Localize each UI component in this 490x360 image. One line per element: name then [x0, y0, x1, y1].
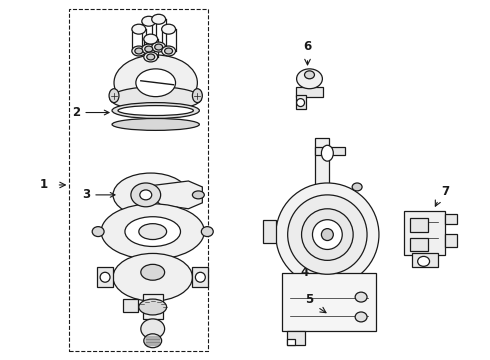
- Text: 3: 3: [82, 188, 115, 201]
- Ellipse shape: [142, 44, 156, 54]
- Ellipse shape: [141, 319, 165, 339]
- Bar: [295, 95, 306, 109]
- Bar: [193, 267, 208, 287]
- Text: 4: 4: [300, 256, 309, 279]
- Ellipse shape: [139, 299, 167, 315]
- Ellipse shape: [112, 118, 199, 130]
- Bar: [445, 214, 457, 224]
- Ellipse shape: [193, 191, 204, 199]
- Ellipse shape: [131, 183, 161, 207]
- Bar: [316, 138, 329, 193]
- Polygon shape: [263, 220, 276, 243]
- Ellipse shape: [276, 183, 379, 286]
- Ellipse shape: [147, 54, 155, 60]
- Ellipse shape: [142, 16, 156, 26]
- Bar: [282, 273, 376, 331]
- Ellipse shape: [155, 44, 163, 50]
- Ellipse shape: [125, 217, 180, 247]
- Ellipse shape: [118, 105, 194, 116]
- Ellipse shape: [321, 229, 333, 240]
- Ellipse shape: [101, 204, 204, 260]
- Ellipse shape: [113, 173, 189, 217]
- Ellipse shape: [296, 69, 322, 89]
- Ellipse shape: [114, 55, 197, 111]
- Text: 7: 7: [441, 185, 449, 198]
- Ellipse shape: [417, 256, 430, 266]
- Ellipse shape: [355, 312, 367, 322]
- Bar: [412, 253, 438, 267]
- Ellipse shape: [144, 52, 158, 62]
- Bar: [410, 238, 428, 251]
- Text: 6: 6: [303, 40, 312, 53]
- Polygon shape: [141, 181, 202, 209]
- Ellipse shape: [144, 34, 158, 44]
- Ellipse shape: [352, 183, 362, 191]
- Ellipse shape: [288, 195, 367, 274]
- Ellipse shape: [152, 14, 166, 24]
- Ellipse shape: [140, 190, 152, 200]
- Bar: [295, 87, 323, 96]
- Ellipse shape: [109, 89, 119, 103]
- Text: 5: 5: [305, 293, 314, 306]
- Ellipse shape: [165, 48, 172, 54]
- Text: 2: 2: [72, 106, 109, 119]
- Ellipse shape: [152, 42, 166, 52]
- Ellipse shape: [145, 46, 153, 52]
- Ellipse shape: [92, 227, 104, 237]
- Ellipse shape: [193, 89, 202, 103]
- Ellipse shape: [296, 99, 305, 107]
- Ellipse shape: [301, 209, 353, 260]
- Ellipse shape: [139, 224, 167, 239]
- Bar: [287, 339, 294, 345]
- Ellipse shape: [162, 24, 175, 34]
- Ellipse shape: [196, 272, 205, 282]
- Bar: [143, 294, 163, 319]
- Bar: [70, 9, 208, 351]
- Bar: [316, 147, 345, 155]
- Ellipse shape: [100, 272, 110, 282]
- Ellipse shape: [313, 220, 342, 249]
- Ellipse shape: [136, 69, 175, 96]
- Text: 1: 1: [40, 179, 48, 192]
- Ellipse shape: [141, 264, 165, 280]
- Ellipse shape: [132, 46, 146, 56]
- Bar: [404, 211, 445, 255]
- Bar: [287, 331, 305, 345]
- Ellipse shape: [305, 71, 315, 79]
- Polygon shape: [123, 299, 138, 312]
- Ellipse shape: [201, 227, 213, 237]
- Ellipse shape: [135, 48, 143, 54]
- Ellipse shape: [144, 334, 162, 348]
- Bar: [410, 218, 428, 231]
- Ellipse shape: [110, 87, 201, 111]
- Ellipse shape: [132, 24, 146, 34]
- Ellipse shape: [355, 292, 367, 302]
- Ellipse shape: [321, 145, 333, 161]
- Bar: [97, 267, 113, 287]
- Bar: [445, 234, 457, 247]
- Ellipse shape: [162, 46, 175, 56]
- Ellipse shape: [112, 103, 199, 118]
- Ellipse shape: [113, 253, 193, 301]
